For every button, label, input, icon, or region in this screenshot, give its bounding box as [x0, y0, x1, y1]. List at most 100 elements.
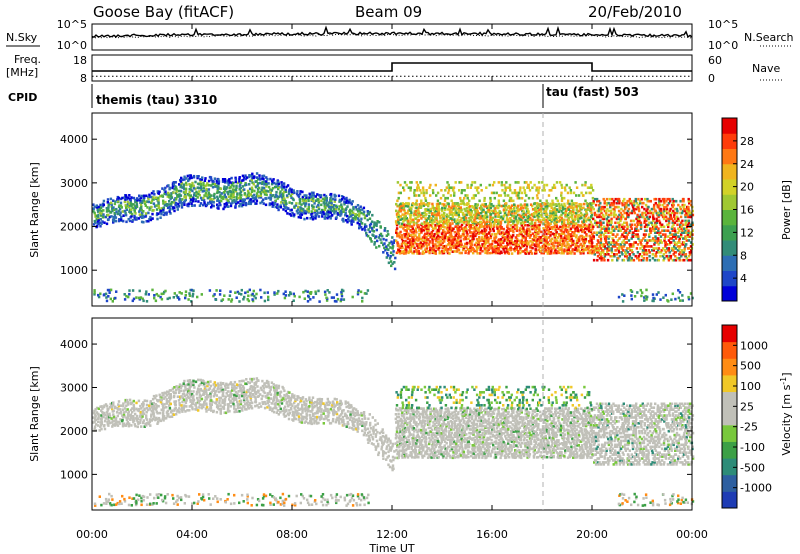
heatmap-cell [529, 240, 532, 243]
heatmap-cell [459, 208, 462, 212]
heatmap-cell [607, 215, 610, 219]
heatmap-cell [408, 224, 411, 227]
heatmap-cell [146, 421, 150, 424]
heatmap-cell [155, 213, 159, 217]
heatmap-cell [277, 208, 280, 212]
heatmap-cell [298, 295, 301, 299]
heatmap-cell [432, 227, 435, 231]
heatmap-cell [277, 184, 280, 187]
heatmap-cell [147, 211, 150, 215]
heatmap-cell [408, 250, 411, 253]
heatmap-cell [607, 227, 611, 230]
heatmap-cell [199, 180, 202, 183]
heatmap-cell [420, 242, 423, 246]
heatmap-cell [145, 220, 148, 223]
heatmap-cell [564, 234, 568, 238]
heatmap-cell [503, 245, 507, 248]
heatmap-cell [625, 229, 628, 232]
heatmap-cell [678, 245, 682, 248]
heatmap-cell [524, 220, 527, 224]
heatmap-cell [492, 191, 496, 195]
heatmap-cell [440, 208, 444, 211]
heatmap-cell [225, 186, 229, 189]
heatmap-cell [644, 233, 647, 236]
heatmap-cell [640, 258, 644, 262]
heatmap-cell [667, 201, 671, 205]
heatmap-cell [274, 205, 277, 209]
cpid-label: CPID [8, 91, 37, 104]
heatmap-cell [379, 238, 382, 241]
heatmap-cell [655, 254, 658, 258]
heatmap-cell [623, 197, 626, 201]
heatmap-cell [137, 399, 141, 403]
heatmap-cell [497, 199, 500, 203]
heatmap-cell [544, 204, 547, 208]
heatmap-cell [569, 244, 573, 248]
heatmap-cell [673, 221, 677, 225]
heatmap-cell [611, 227, 614, 230]
heatmap-cell [605, 227, 608, 230]
heatmap-cell [140, 205, 143, 208]
heatmap-cell [570, 220, 573, 224]
heatmap-cell [128, 204, 132, 207]
heatmap-cell [399, 204, 402, 208]
heatmap-cell [129, 408, 133, 412]
heatmap-cell [190, 202, 193, 205]
heatmap-cell [473, 230, 476, 234]
heatmap-cell [497, 220, 500, 224]
heatmap-cell [591, 241, 594, 245]
heatmap-cell [513, 216, 516, 220]
heatmap-cell [454, 234, 457, 237]
heatmap-cell [645, 256, 649, 260]
heatmap-cell [292, 292, 295, 296]
heatmap-cell [218, 199, 221, 203]
heatmap-cell [524, 213, 527, 216]
heatmap-cell [625, 237, 628, 240]
heatmap-cell [621, 300, 625, 303]
heatmap-cell [586, 218, 589, 221]
heatmap-cell [445, 227, 449, 231]
heatmap-cell [310, 210, 313, 213]
heatmap-cell [663, 209, 666, 213]
heatmap-cell [127, 417, 130, 420]
heatmap-cell [329, 197, 332, 200]
heatmap-cell [142, 299, 145, 303]
heatmap-cell [422, 242, 425, 246]
heatmap-cell [240, 288, 243, 292]
heatmap-cell [550, 251, 553, 255]
heatmap-cell [430, 220, 433, 224]
heatmap-cell [152, 411, 155, 415]
heatmap-cell [248, 200, 251, 204]
heatmap-cell [198, 193, 201, 197]
heatmap-cell [455, 225, 458, 228]
heatmap-cell [477, 186, 480, 189]
heatmap-cell [185, 183, 188, 187]
heatmap-cell [136, 199, 139, 202]
heatmap-cell [287, 190, 291, 194]
heatmap-cell [474, 234, 477, 238]
heatmap-cell [128, 289, 131, 292]
heatmap-cell [648, 251, 651, 254]
heatmap-cell [507, 194, 510, 197]
heatmap-cell [138, 298, 141, 301]
heatmap-cell [426, 230, 429, 234]
heatmap-cell [665, 243, 669, 246]
heatmap-cell [671, 201, 675, 205]
heatmap-cell [475, 213, 479, 216]
heatmap-cell [290, 188, 293, 192]
heatmap-cell [109, 288, 113, 292]
heatmap-cell [404, 204, 408, 208]
heatmap-cell [117, 400, 121, 403]
heatmap-cell [112, 206, 115, 209]
heatmap-cell [550, 220, 553, 223]
heatmap-cell [449, 194, 453, 197]
heatmap-cell [252, 182, 255, 186]
heatmap-cell [645, 219, 648, 223]
heatmap-cell [98, 429, 101, 432]
heatmap-cell [635, 217, 638, 221]
heatmap-cell [162, 213, 166, 217]
heatmap-cell [360, 211, 363, 215]
heatmap-cell [526, 220, 529, 223]
heatmap-cell [652, 219, 655, 223]
